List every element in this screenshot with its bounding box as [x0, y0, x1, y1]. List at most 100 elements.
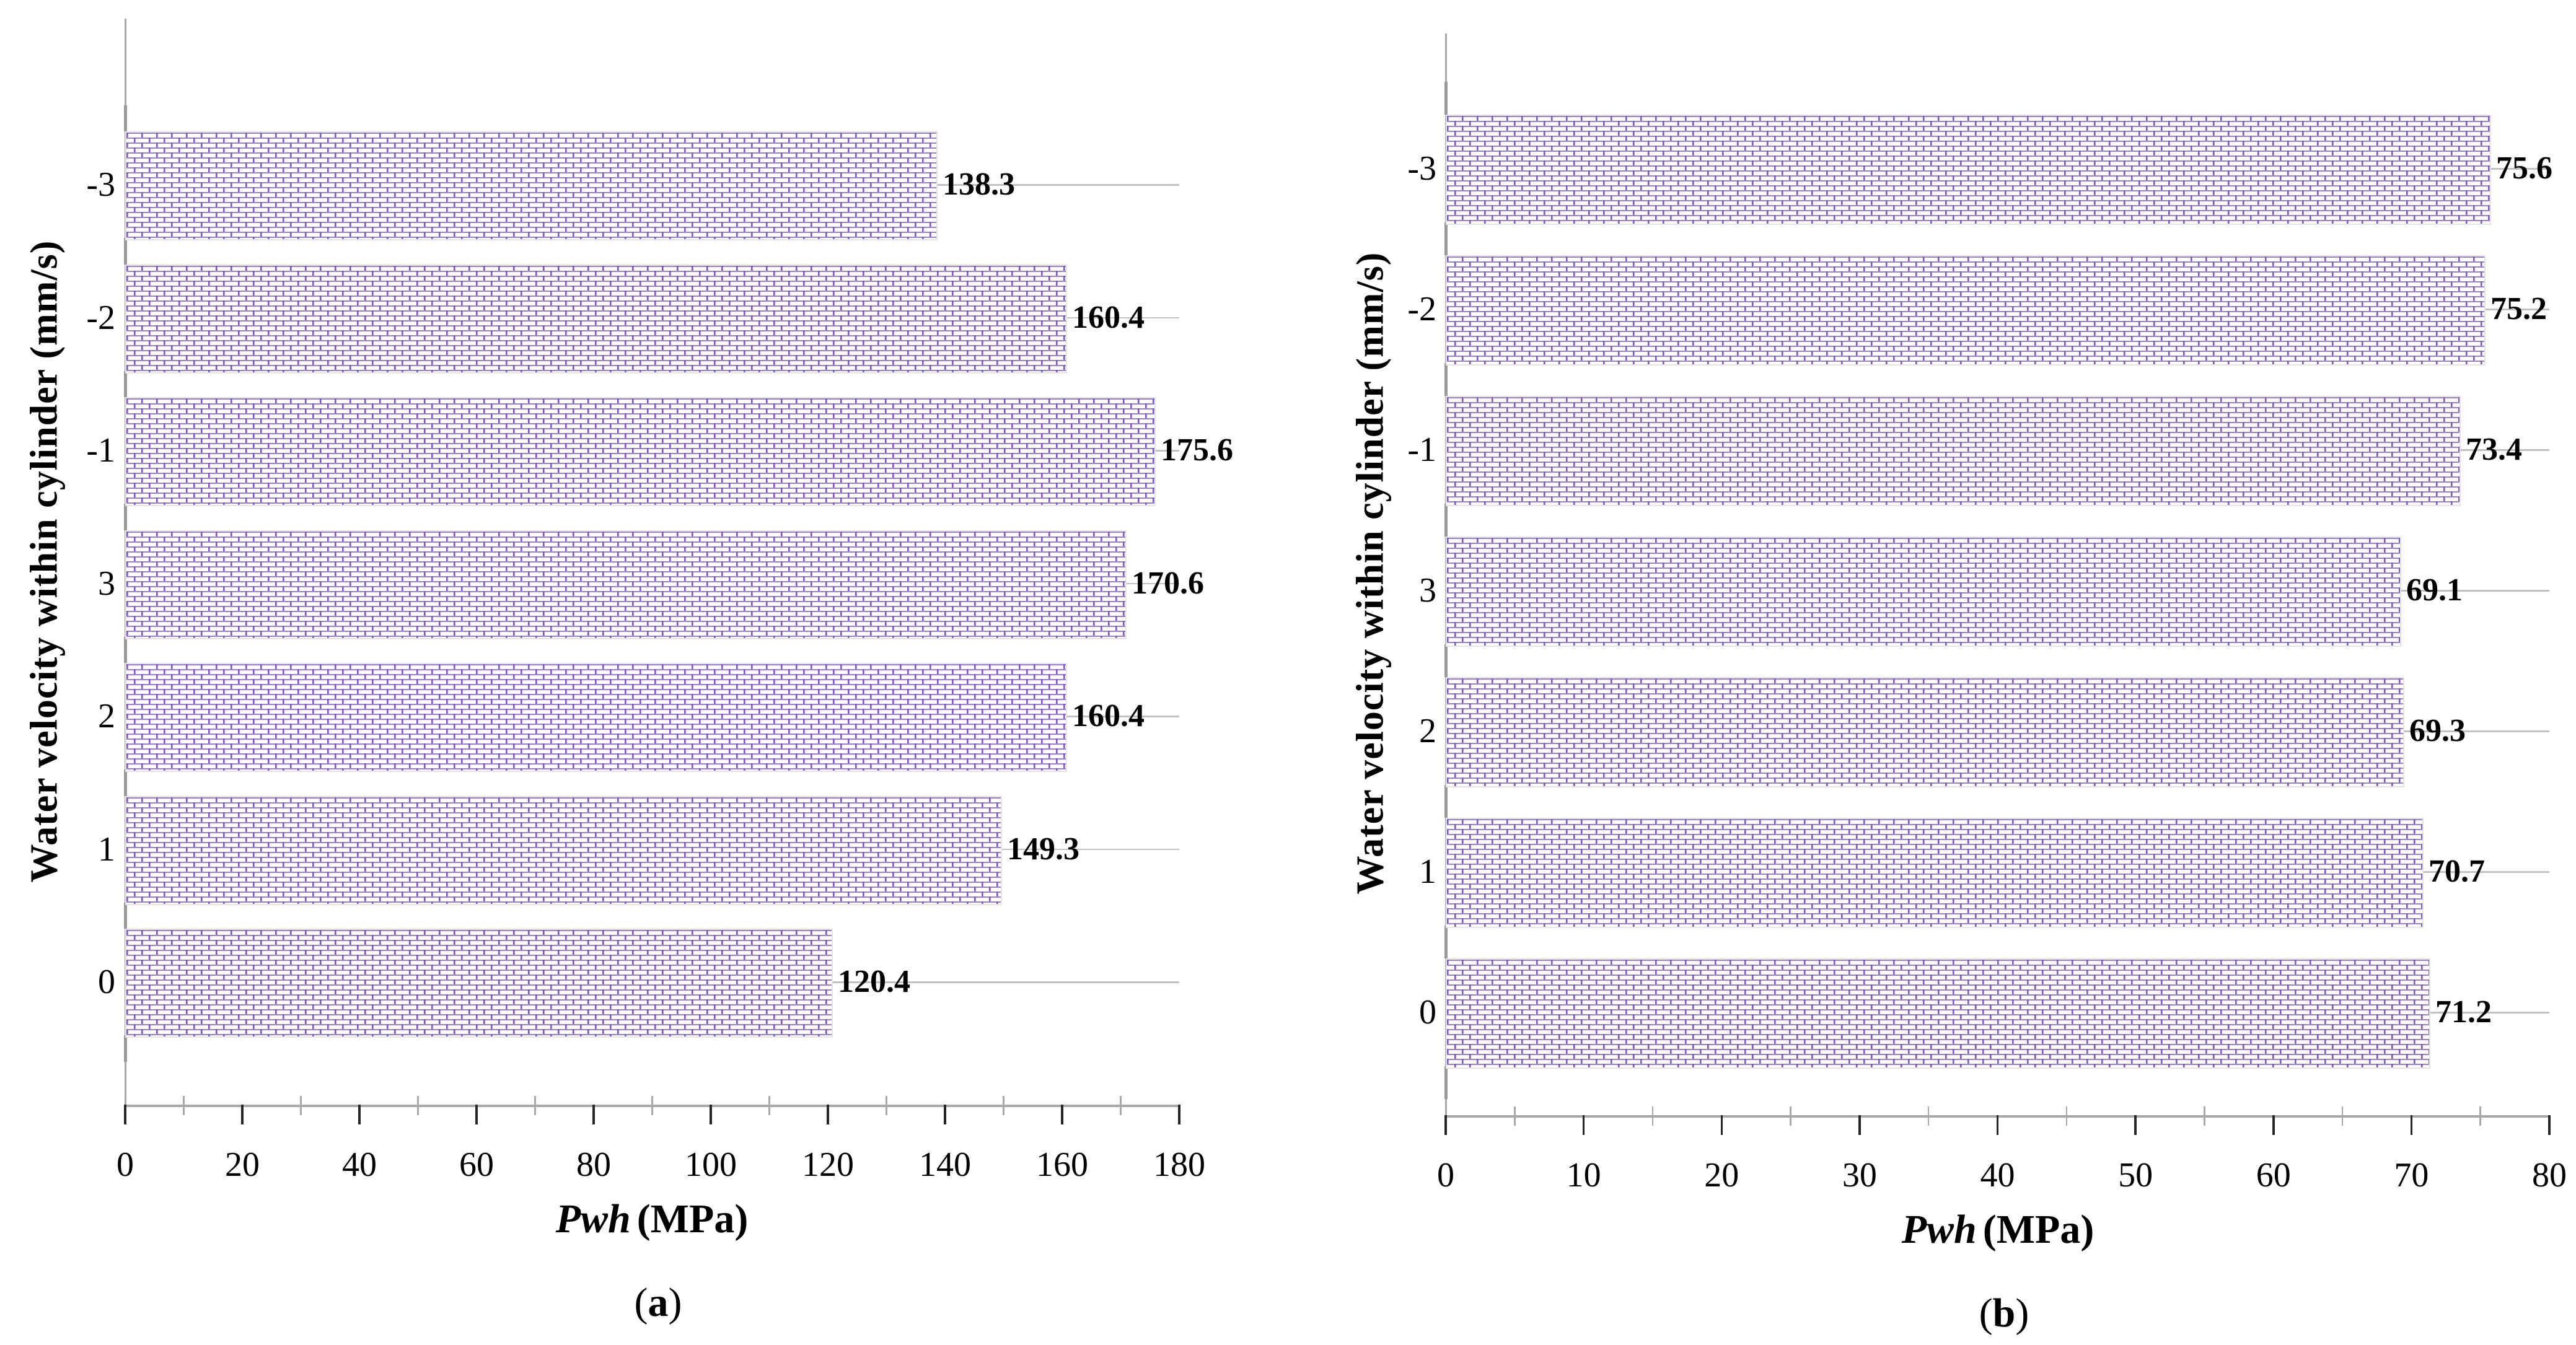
x-axis-minor-tick [300, 1096, 302, 1115]
x-axis-major-tick [1858, 1115, 1861, 1135]
category-axis-tick [123, 238, 127, 265]
x-axis-major-tick [1178, 1105, 1180, 1124]
x-tick-label: 50 [2118, 1156, 2153, 1194]
caption-paren-open: ( [634, 1280, 648, 1325]
category-axis-tick [1444, 785, 1448, 818]
bar-3 [125, 530, 1127, 639]
x-tick-label: 80 [2532, 1156, 2567, 1194]
x-tick-label: 0 [116, 1146, 134, 1184]
x-tick-label: 20 [1704, 1156, 1739, 1194]
category-label: 1 [1419, 852, 1436, 891]
x-axis-major-tick [241, 1105, 244, 1124]
x-axis-major-tick [827, 1105, 829, 1124]
bar--3 [125, 131, 938, 240]
category-axis-tick [123, 504, 127, 530]
panel-caption-b: (b) [1979, 1286, 2029, 1341]
caption-paren-open: ( [1979, 1290, 1993, 1336]
x-axis-minor-tick [1927, 1106, 1930, 1126]
caption-letter: a [648, 1280, 669, 1325]
category-axis-tick [123, 105, 127, 131]
x-axis-major-tick [1720, 1115, 1723, 1135]
x-axis-minor-tick [1120, 1096, 1122, 1115]
x-tick-label: 100 [685, 1146, 737, 1184]
x-tick-label: 80 [576, 1146, 611, 1184]
category-label: 3 [1419, 571, 1436, 610]
x-axis-minor-tick [183, 1096, 185, 1115]
x-axis-major-tick [710, 1105, 712, 1124]
x-axis-minor-tick [2204, 1106, 2205, 1126]
bar-2 [1446, 677, 2404, 787]
bar-3 [1446, 537, 2401, 647]
bar-value-label: 160.4 [1072, 698, 1145, 734]
bar--3 [1446, 115, 2491, 225]
x-tick-label: 60 [2256, 1156, 2291, 1194]
category-label: 0 [98, 963, 115, 1001]
bar-value-label: 71.2 [2435, 994, 2492, 1030]
x-axis-minor-tick [1790, 1106, 1791, 1126]
x-tick-label: 30 [1842, 1156, 1877, 1194]
category-axis-tick [1444, 926, 1448, 958]
x-axis-major-tick [1996, 1115, 1999, 1135]
category-axis-tick [123, 769, 127, 796]
x-axis-major-tick [1582, 1115, 1585, 1135]
x-axis-minor-tick [417, 1096, 419, 1115]
caption-paren-close: ) [668, 1280, 682, 1325]
x-tick-label: 160 [1036, 1146, 1088, 1184]
category-axis-tick [123, 1035, 127, 1062]
x-axis-minor-tick [1003, 1096, 1004, 1115]
x-axis-minor-tick [1651, 1106, 1654, 1126]
bar-value-label: 75.2 [2490, 291, 2547, 326]
x-axis-title-symbol: Pwh [555, 1196, 631, 1242]
x-axis-major-tick [475, 1105, 478, 1124]
x-tick-label: 0 [1437, 1156, 1454, 1194]
bar-value-label: 69.3 [2409, 713, 2466, 748]
category-label: -2 [86, 298, 115, 337]
category-axis-tick [1444, 644, 1448, 677]
x-axis-major-tick [2272, 1115, 2275, 1135]
category-axis-tick [1444, 363, 1448, 396]
x-axis-minor-tick [2479, 1106, 2481, 1126]
x-tick-label: 10 [1566, 1156, 1601, 1194]
category-axis-tick [1444, 222, 1448, 255]
category-axis-tick [1444, 82, 1448, 115]
bar-value-label: 170.6 [1132, 565, 1204, 601]
bar--2 [1446, 255, 2486, 366]
x-axis-major-tick [1061, 1105, 1063, 1124]
x-tick-label: 140 [919, 1146, 971, 1184]
bar-value-label: 70.7 [2429, 854, 2485, 889]
x-axis-title: Pwh (MPa) [1902, 1205, 2095, 1255]
x-axis-minor-tick [2065, 1106, 2068, 1126]
x-axis-major-tick [2548, 1115, 2551, 1135]
panel-caption-a: (a) [635, 1275, 682, 1331]
x-tick-label: 40 [342, 1146, 377, 1184]
bar-value-label: 75.6 [2496, 151, 2552, 186]
caption-letter: b [1992, 1290, 2016, 1336]
x-tick-label: 60 [459, 1146, 494, 1184]
category-label: -1 [86, 431, 115, 470]
x-axis-major-tick [944, 1105, 946, 1124]
x-axis-major-tick [1444, 1115, 1447, 1135]
bar-value-label: 73.4 [2466, 432, 2522, 467]
x-axis-title-unit: (MPa) [636, 1196, 749, 1242]
category-label: -3 [1407, 149, 1436, 188]
caption-paren-close: ) [2015, 1290, 2029, 1336]
category-label: -3 [86, 165, 115, 204]
category-label: 2 [1419, 712, 1436, 750]
category-label: -1 [1407, 431, 1436, 469]
category-label: -2 [1407, 290, 1436, 328]
x-axis-minor-tick [534, 1096, 536, 1115]
category-axis-tick [123, 370, 127, 397]
bar-value-label: 149.3 [1007, 831, 1079, 867]
category-axis-tick [123, 636, 127, 663]
x-axis-major-tick [592, 1105, 595, 1124]
bar-1 [125, 795, 1002, 905]
x-axis-minor-tick [2341, 1106, 2344, 1126]
category-label: 2 [98, 697, 115, 735]
bar-value-label: 160.4 [1072, 299, 1145, 335]
bar-0 [125, 929, 833, 1038]
x-tick-label: 70 [2394, 1156, 2429, 1194]
category-axis-tick [123, 902, 127, 929]
x-tick-label: 120 [802, 1146, 854, 1184]
x-axis-title-symbol: Pwh [1901, 1207, 1977, 1252]
